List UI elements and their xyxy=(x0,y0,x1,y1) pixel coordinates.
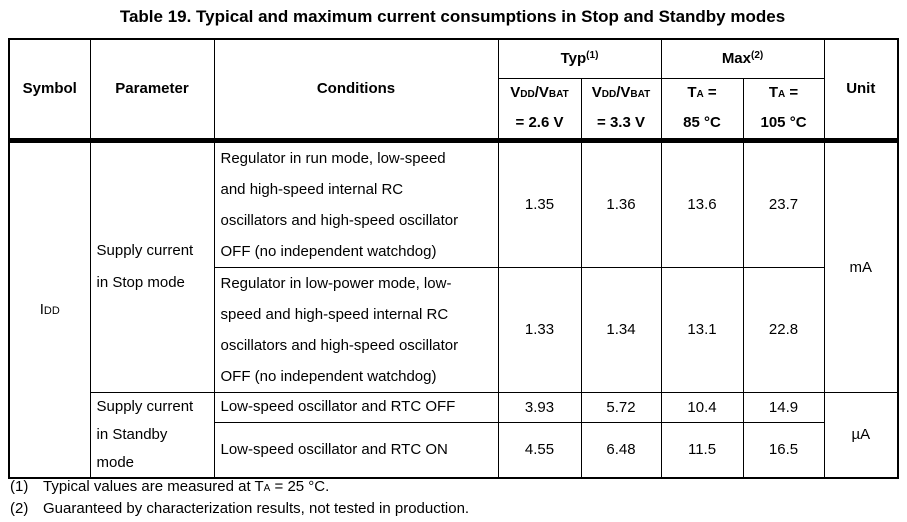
ta-label: TA = xyxy=(687,84,717,101)
cell-max-85c: 13.1 xyxy=(660,266,744,393)
max-label: Max xyxy=(721,50,751,68)
cell-unit-ua: µA xyxy=(823,391,899,478)
header-row-subcolumns: VDD/VBAT = 2.6 V VDD/VBAT = 3.3 V TA = 8… xyxy=(9,77,898,141)
footnote-text: Typical values are measured at TA = 25 °… xyxy=(43,478,330,495)
vdd-vbat-label: VDD/VBAT xyxy=(510,84,569,101)
cell-unit-ma: mA xyxy=(823,137,899,393)
table-title: Table 19. Typical and maximum current co… xyxy=(119,7,786,26)
col-header-vdd-vbat-2v6: VDD/VBAT = 2.6 V xyxy=(497,77,582,141)
footnote-number: (2) xyxy=(10,499,29,517)
current-consumption-table: Symbol Parameter Conditions Typ(1) Max(2… xyxy=(8,38,900,479)
table-body: IDD Supply current in Stop mode Regulato… xyxy=(8,137,899,478)
footnote-1: (1) Typical values are measured at TA = … xyxy=(10,477,900,499)
cell-typ-2v6: 1.35 xyxy=(497,137,582,268)
cell-typ-3v3: 1.36 xyxy=(580,137,662,268)
cell-max-105c: 23.7 xyxy=(742,137,825,268)
typ-footnote-ref: (1) xyxy=(586,50,599,62)
ta-label: TA = xyxy=(768,84,799,101)
header-row-groups: Symbol Parameter Conditions Typ(1) Max(2… xyxy=(8,38,899,141)
footnotes: (1) Typical values are measured at TA = … xyxy=(10,477,900,520)
col-header-unit: Unit xyxy=(823,38,899,141)
cell-typ-2v6: 1.33 xyxy=(497,266,582,393)
cell-max-85c: 11.5 xyxy=(660,422,744,478)
col-header-conditions: Conditions xyxy=(213,38,499,141)
max-footnote-ref: (2) xyxy=(751,50,764,62)
cell-max-85c: 13.6 xyxy=(660,137,744,268)
footnote-2: (2) Guaranteed by characterization resul… xyxy=(10,499,900,521)
voltage-value: = 2.6 V xyxy=(515,114,564,131)
cell-max-105c: 22.8 xyxy=(742,266,825,393)
footnote-number: (1) xyxy=(10,478,29,495)
cell-max-105c: 16.5 xyxy=(742,422,825,478)
cell-conditions: Regulator in run mode, low-speed and hig… xyxy=(213,137,499,268)
cell-max-85c: 10.4 xyxy=(660,391,744,424)
typ-label: Typ xyxy=(560,50,587,68)
cell-max-105c: 14.9 xyxy=(742,391,825,424)
table-header: Symbol Parameter Conditions Typ(1) Max(2… xyxy=(8,38,899,141)
cell-typ-2v6: 3.93 xyxy=(497,391,582,424)
col-header-parameter: Parameter xyxy=(89,38,215,141)
cell-typ-3v3: 1.34 xyxy=(580,266,662,393)
col-header-symbol: Symbol xyxy=(8,38,91,141)
vdd-vbat-label: VDD/VBAT xyxy=(591,84,651,101)
cell-conditions: Regulator in low-power mode, low- speed … xyxy=(213,266,499,393)
cell-typ-3v3: 6.48 xyxy=(580,422,662,478)
col-header-typ: Typ(1) xyxy=(497,38,662,79)
table-row: IDD Supply current in Stop mode Regulato… xyxy=(8,137,899,478)
temperature-value: 85 °C xyxy=(683,114,721,131)
cell-parameter-stop-mode: Supply current in Stop mode xyxy=(89,137,215,393)
cell-typ-3v3: 5.72 xyxy=(580,391,662,424)
cell-parameter-standby-mode: Supply current in Standby mode xyxy=(89,391,215,478)
cell-conditions: Low-speed oscillator and RTC OFF xyxy=(213,391,499,424)
cell-conditions: Low-speed oscillator and RTC ON xyxy=(213,422,499,478)
cell-symbol-idd: IDD xyxy=(8,137,91,478)
col-header-ta-85: TA = 85 °C xyxy=(660,77,744,141)
col-header-max: Max(2) xyxy=(660,38,825,79)
table-row: Regulator in low-power mode, low- speed … xyxy=(9,266,898,393)
col-header-ta-105: TA = 105 °C xyxy=(742,77,825,141)
voltage-value: = 3.3 V xyxy=(597,114,645,131)
cell-typ-2v6: 4.55 xyxy=(497,422,582,478)
footnote-text: Guaranteed by characterization results, … xyxy=(43,499,470,517)
col-header-vdd-vbat-3v3: VDD/VBAT = 3.3 V xyxy=(580,77,662,141)
table-row: Low-speed oscillator and RTC ON 4.55 6.4… xyxy=(9,422,898,478)
temperature-value: 105 °C xyxy=(760,114,807,131)
table-row: Supply current in Standby mode Low-speed… xyxy=(9,391,899,478)
